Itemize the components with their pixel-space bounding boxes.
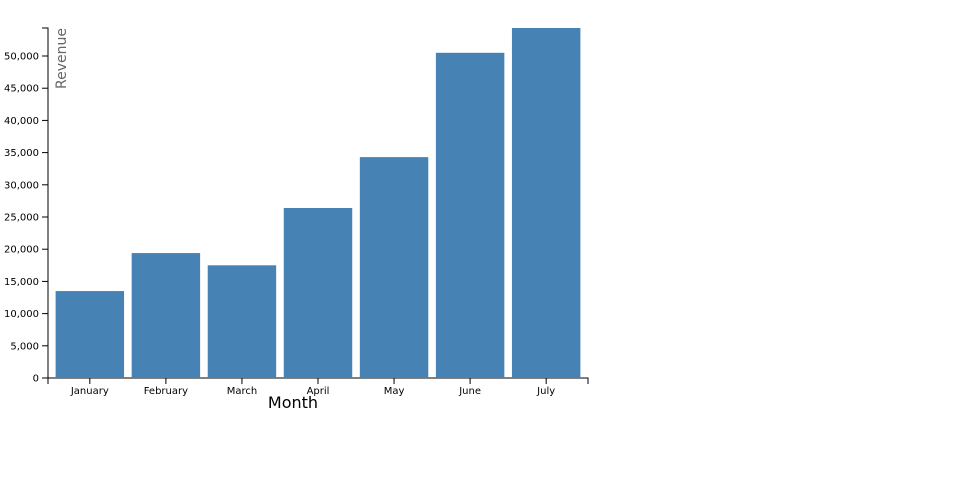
bar	[511, 28, 581, 378]
y-tick-label: 25,000	[4, 213, 39, 224]
bar	[131, 253, 201, 378]
y-tick-label: 45,000	[4, 84, 39, 95]
x-tick-label: February	[144, 386, 188, 397]
y-tick-label: 30,000	[4, 180, 39, 191]
y-axis-title: Revenue	[54, 28, 70, 89]
bar	[55, 291, 125, 378]
bar	[283, 207, 353, 378]
bar	[207, 265, 277, 378]
x-tick-label: April	[307, 386, 330, 397]
y-tick-label: 50,000	[4, 52, 39, 63]
x-tick-label: July	[536, 386, 555, 397]
x-tick-label: June	[458, 386, 481, 397]
bar	[359, 157, 429, 378]
y-tick-label: 15,000	[4, 277, 39, 288]
y-tick-label: 35,000	[4, 148, 39, 159]
y-tick-label: 10,000	[4, 309, 39, 320]
x-tick-label: May	[384, 386, 405, 397]
y-tick-label: 0	[33, 374, 39, 385]
y-tick-label: 40,000	[4, 116, 39, 127]
x-tick-label: March	[227, 386, 257, 397]
x-axis-title: Month	[268, 393, 318, 412]
y-tick-label: 5,000	[10, 341, 39, 352]
y-tick-label: 20,000	[4, 245, 39, 256]
bar	[435, 52, 505, 379]
x-tick-label: January	[70, 386, 109, 397]
y-axis-line	[42, 27, 49, 379]
